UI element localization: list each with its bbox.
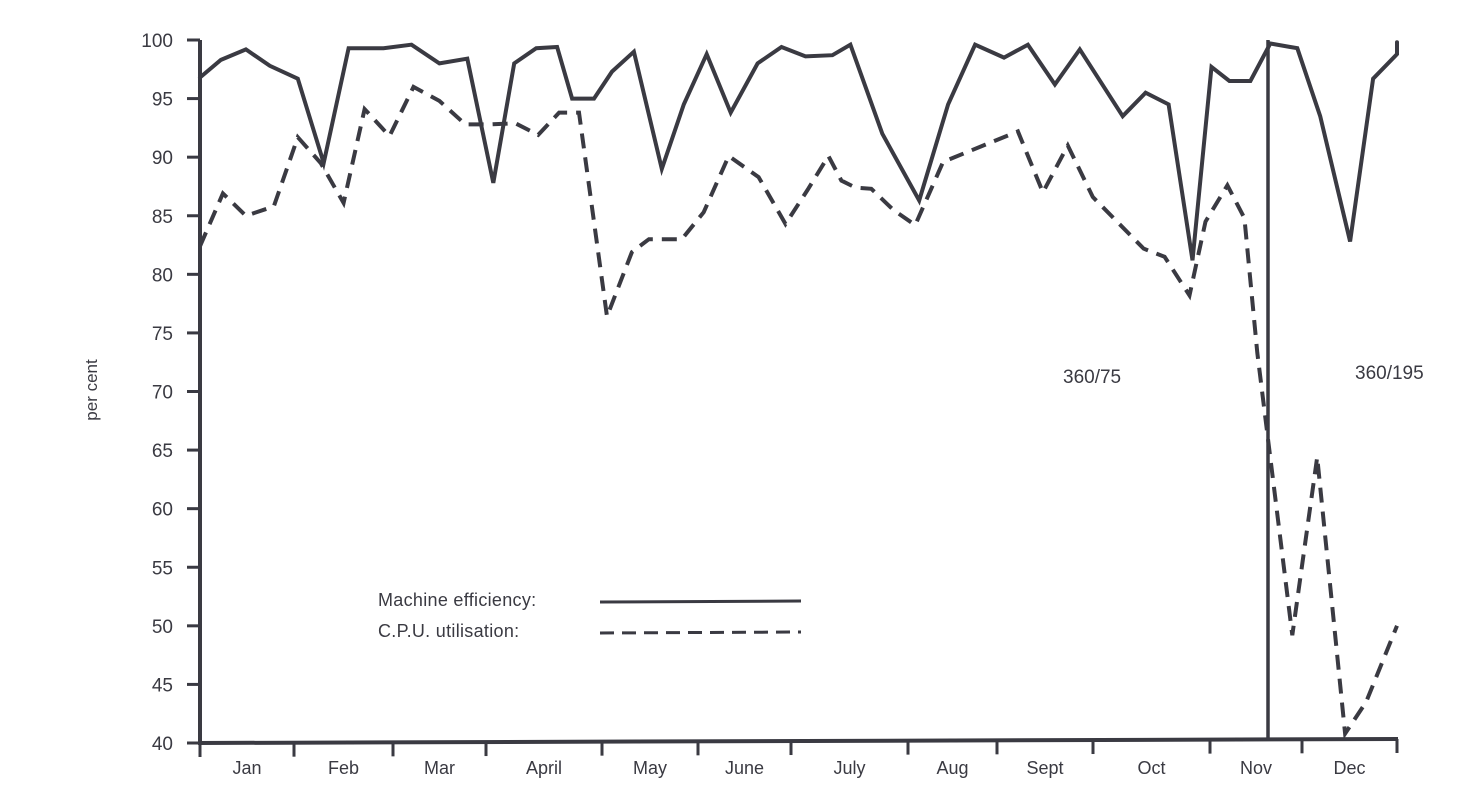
y-tick-label: 90 xyxy=(152,148,173,169)
legend-swatch-dashed xyxy=(599,630,802,635)
x-month-label: Mar xyxy=(424,758,455,778)
x-month-label: Aug xyxy=(936,758,968,778)
y-axis-label: per cent xyxy=(82,359,101,421)
x-axis-line xyxy=(197,737,1399,745)
x-month-label: Dec xyxy=(1333,758,1365,778)
machine-efficiency-line xyxy=(198,40,1399,261)
y-tick-label: 85 xyxy=(152,207,173,228)
y-tick-label: 40 xyxy=(152,734,173,755)
y-tick-label: 50 xyxy=(152,617,173,638)
y-tick-label: 100 xyxy=(141,31,173,52)
annotation-360-195: 360/195 xyxy=(1355,363,1424,384)
x-month-label: Nov xyxy=(1240,758,1272,778)
y-tick-label: 45 xyxy=(152,675,173,696)
y-tick-label: 80 xyxy=(152,265,173,286)
x-month-label: Jan xyxy=(232,758,261,778)
x-month-label: July xyxy=(833,758,865,778)
x-month-label: Feb xyxy=(328,758,359,778)
legend-label-machine-efficiency: Machine efficiency: xyxy=(378,590,536,610)
legend-label-cpu-utilisation: C.P.U. utilisation: xyxy=(378,621,519,641)
x-month-label: Sept xyxy=(1026,758,1063,778)
y-tick-label: 75 xyxy=(152,324,173,345)
x-month-label: May xyxy=(633,758,667,778)
legend-swatch-solid xyxy=(599,599,802,604)
x-month-label: Oct xyxy=(1137,758,1165,778)
y-axis-ticks: 40 45 50 55 60 65 70 75 80 85 90 95 100 xyxy=(141,31,200,755)
y-tick-label: 55 xyxy=(152,558,173,579)
annotation-360-75: 360/75 xyxy=(1063,367,1121,388)
y-tick-label: 65 xyxy=(152,441,173,462)
legend: Machine efficiency: C.P.U. utilisation: xyxy=(378,590,802,641)
y-tick-label: 95 xyxy=(152,90,173,111)
cpu-utilisation-line xyxy=(198,84,1399,740)
y-tick-label: 70 xyxy=(152,383,173,404)
x-month-label: June xyxy=(725,758,764,778)
x-axis-ticks: Jan Feb Mar April May June July Aug Sept Oct Nov De… xyxy=(198,739,1399,778)
y-tick-label: 60 xyxy=(152,500,173,521)
x-month-label: April xyxy=(526,758,562,778)
